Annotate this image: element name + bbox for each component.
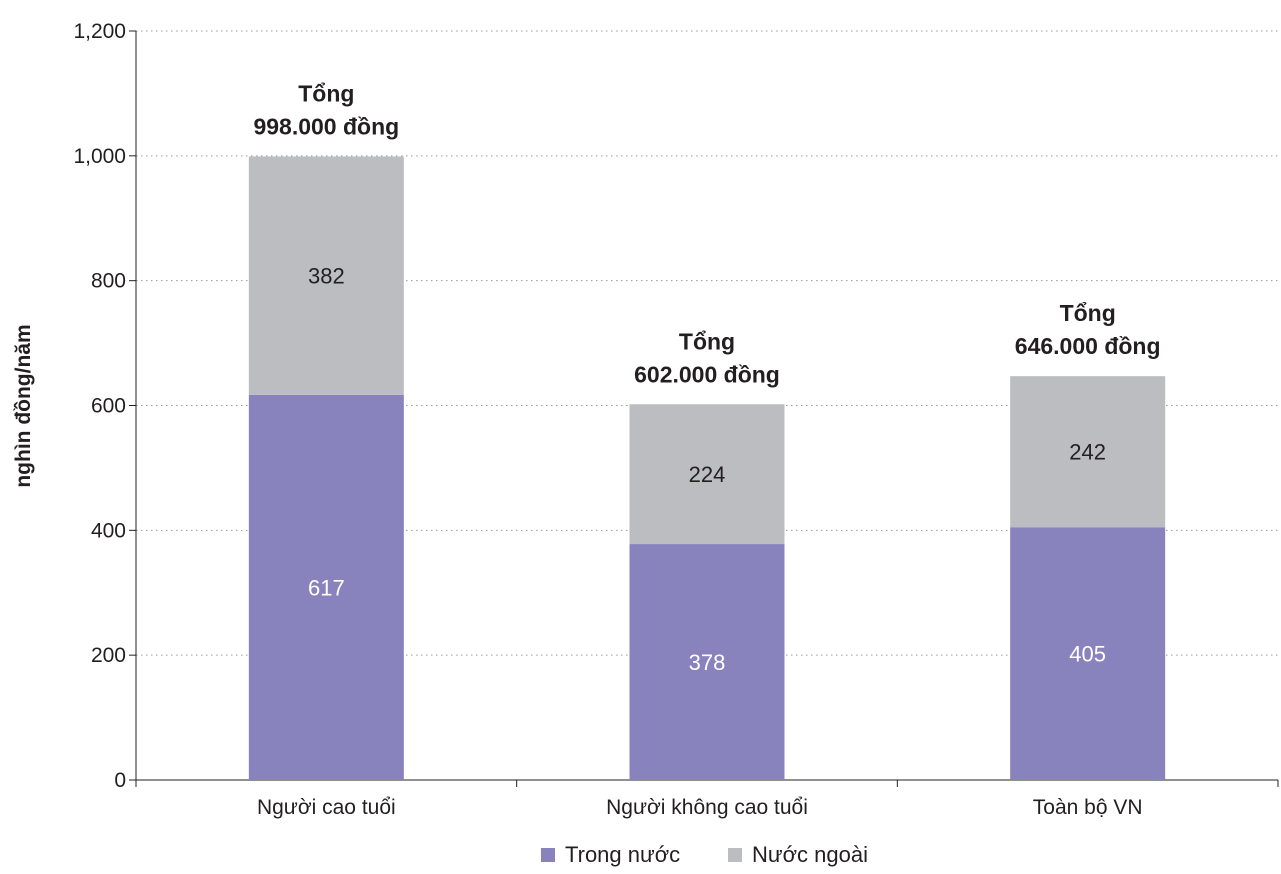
bar-value-label: 378 — [689, 650, 726, 675]
legend: Trong nước Nước ngoài — [541, 842, 868, 867]
total-label-value: 998.000 đồng — [253, 113, 399, 139]
x-category-label: Người không cao tuổi — [606, 796, 808, 819]
total-label-heading: Tổng — [679, 328, 735, 354]
bar-segment — [1010, 376, 1166, 528]
y-axis-label: nghìn đồng/năm — [12, 324, 35, 487]
y-tick-label: 800 — [91, 270, 126, 293]
legend-swatch — [541, 848, 555, 862]
data-labels: 617 382 Người cao tuổi Tổng 998.000 đồng 378 2… — [253, 80, 1160, 819]
total-label-value: 646.000 đồng — [1015, 333, 1161, 359]
total-label-heading: Tổng — [1060, 300, 1116, 326]
x-category-label: Người cao tuổi — [257, 796, 396, 819]
y-tick-label: 1,000 — [73, 145, 126, 168]
legend-label: Trong nước — [565, 842, 680, 867]
bar-value-label: 617 — [308, 575, 345, 600]
total-label-heading: Tổng — [298, 80, 354, 106]
bar-value-label: 382 — [308, 264, 345, 289]
bar-segment — [1010, 527, 1166, 780]
bars — [248, 156, 1166, 780]
y-tick-label: 1,200 — [73, 20, 126, 43]
bar-value-label: 242 — [1069, 440, 1106, 465]
bar-value-label: 224 — [689, 462, 726, 487]
y-tick-label: 200 — [91, 644, 126, 667]
y-tick-label: 400 — [91, 519, 126, 542]
legend-swatch — [728, 848, 742, 862]
legend-label: Nước ngoài — [752, 842, 868, 867]
bar-segment — [629, 544, 785, 780]
bar-segment — [629, 404, 785, 545]
bar-value-label: 405 — [1069, 642, 1106, 667]
bar-segment — [248, 156, 404, 395]
x-category-label: Toàn bộ VN — [1033, 796, 1143, 819]
total-label-value: 602.000 đồng — [634, 361, 780, 387]
bar-segment — [248, 394, 404, 780]
y-tick-label: 600 — [91, 395, 126, 418]
y-tick-label: 0 — [114, 769, 126, 792]
